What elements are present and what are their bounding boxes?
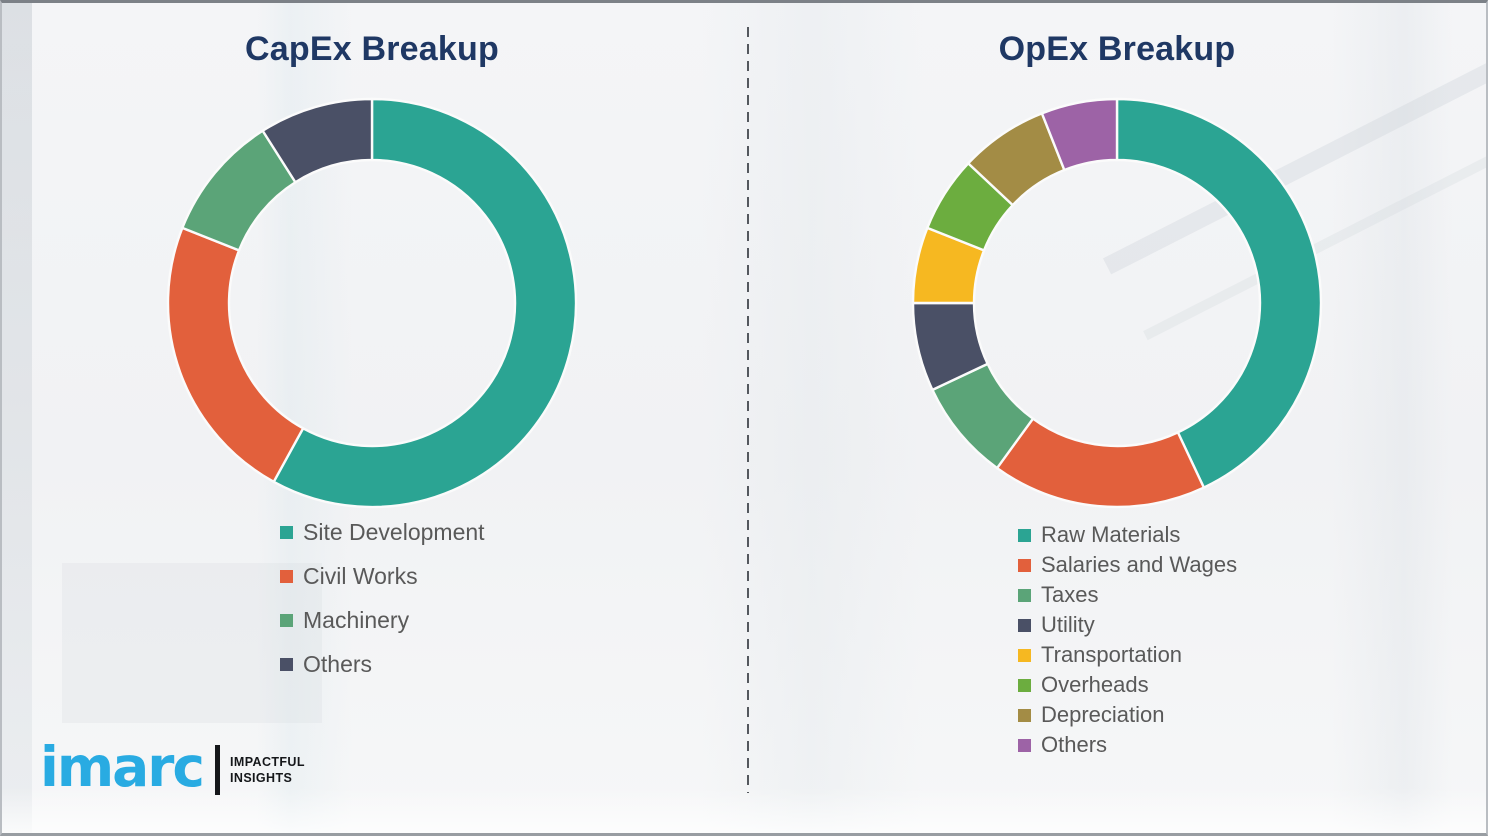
legend-swatch	[1018, 708, 1031, 722]
legend-label: Civil Works	[303, 562, 418, 589]
opex-legend: Raw Materials Salaries and Wages Taxes Util…	[1018, 522, 1237, 762]
legend-label: Overheads	[1041, 672, 1149, 697]
legend-label: Machinery	[303, 606, 410, 633]
legend-swatch	[1018, 558, 1031, 572]
donut-segment-civil-works	[166, 226, 305, 483]
opex-chart-title: OpEx Breakup	[998, 30, 1236, 68]
capex-donut-chart	[164, 95, 580, 511]
legend-item-raw-materials: Raw Materials	[1018, 522, 1237, 548]
legend-swatch	[1018, 678, 1031, 692]
background-texture	[702, 3, 922, 833]
capex-legend: Site Development Civil Works Machinery Othe…	[280, 517, 485, 693]
donut-segment-others	[1040, 97, 1119, 172]
donut-segment-others	[261, 97, 374, 184]
legend-swatch	[280, 525, 293, 539]
legend-swatch	[280, 569, 293, 583]
legend-item-depreciation: Depreciation	[1018, 702, 1237, 728]
legend-label: Transportation	[1041, 642, 1183, 667]
legend-item-others: Others	[280, 649, 485, 679]
legend-item-site-development: Site Development	[280, 517, 485, 547]
legend-swatch	[280, 613, 293, 627]
legend-item-utility: Utility	[1018, 612, 1237, 638]
legend-swatch	[1018, 528, 1031, 542]
legend-item-taxes: Taxes	[1018, 582, 1237, 608]
capex-chart-title: CapEx Breakup	[245, 30, 499, 68]
legend-swatch	[1018, 648, 1031, 662]
background-texture	[2, 3, 32, 833]
legend-swatch	[1018, 738, 1031, 752]
background-texture	[1332, 3, 1452, 833]
opex-donut-svg	[911, 97, 1323, 509]
capex-donut-svg	[166, 97, 578, 509]
imarc-logo: imarc IMPACTFUL INSIGHTS	[40, 738, 305, 796]
legend-label: Others	[1041, 732, 1108, 757]
donut-segment-raw-materials	[1115, 97, 1323, 489]
legend-swatch	[1018, 588, 1031, 602]
legend-item-machinery: Machinery	[280, 605, 485, 635]
legend-label: Others	[303, 650, 373, 677]
legend-label: Raw Materials	[1041, 522, 1181, 547]
legend-item-others: Others	[1018, 732, 1237, 758]
legend-item-civil-works: Civil Works	[280, 561, 485, 591]
legend-item-transportation: Transportation	[1018, 642, 1237, 668]
donut-segment-salaries-and-wages	[995, 417, 1206, 509]
legend-swatch	[280, 657, 293, 671]
legend-label: Site Development	[303, 518, 485, 545]
legend-label: Salaries and Wages	[1041, 552, 1238, 577]
legend-label: Taxes	[1041, 582, 1099, 607]
imarc-tagline: IMPACTFUL INSIGHTS	[230, 754, 305, 787]
logo-divider-bar	[215, 745, 221, 795]
legend-item-salaries-and-wages: Salaries and Wages	[1018, 552, 1237, 578]
imarc-brand-text: imarc	[40, 735, 205, 799]
dashed-divider-line	[747, 27, 749, 793]
legend-swatch	[1018, 618, 1031, 632]
legend-label: Depreciation	[1041, 702, 1165, 727]
donut-segment-site-development	[272, 97, 578, 509]
imarc-tagline-line2: INSIGHTS	[230, 771, 293, 785]
opex-donut-chart	[909, 95, 1325, 511]
legend-item-overheads: Overheads	[1018, 672, 1237, 698]
imarc-tagline-line1: IMPACTFUL	[230, 754, 305, 769]
legend-label: Utility	[1041, 612, 1095, 637]
